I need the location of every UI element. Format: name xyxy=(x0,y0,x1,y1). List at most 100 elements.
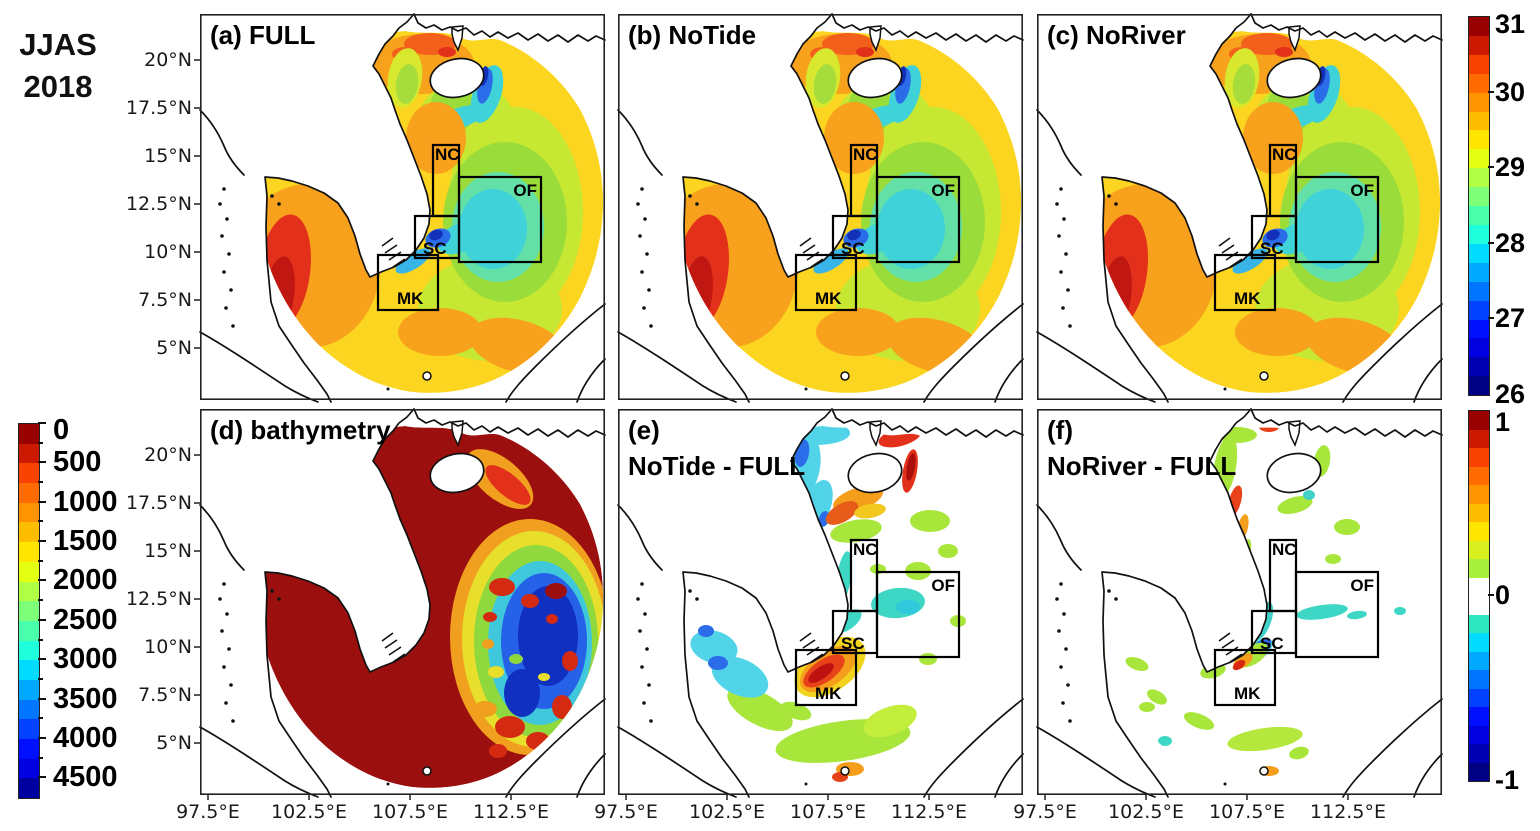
small-island xyxy=(1064,252,1068,256)
region-box-label-OF: OF xyxy=(931,181,955,200)
small-island xyxy=(840,371,850,381)
small-island xyxy=(229,288,233,292)
region-box-label-OF: OF xyxy=(1350,576,1374,595)
panel-border xyxy=(200,409,605,795)
colorbar-segment xyxy=(1469,17,1489,36)
colorbar-bathymetry-tick-label: 4000 xyxy=(53,721,118,754)
small-island xyxy=(1055,202,1059,206)
small-island xyxy=(225,612,229,616)
hainan-island xyxy=(847,57,903,99)
coastline-indochina xyxy=(682,13,849,403)
small-island xyxy=(647,288,651,292)
figure-period-label: JJAS 2018 xyxy=(8,24,108,108)
lon-tick-label: 102.5°E xyxy=(689,801,765,823)
small-island xyxy=(1114,202,1118,206)
colorbar-segment xyxy=(19,719,39,739)
colorbar-segment xyxy=(1469,466,1489,485)
lat-tick-label: 10°N xyxy=(144,636,192,658)
lat-tick-label: 20°N xyxy=(144,49,192,71)
coastline-borneo-2 xyxy=(994,753,1024,798)
small-island xyxy=(645,647,649,651)
colorbar-segment xyxy=(19,581,39,602)
small-island xyxy=(642,306,646,310)
land-indochina xyxy=(1037,409,1267,797)
colorbar-bathymetry-tick-label: 0 xyxy=(53,414,70,446)
region-box-label-MK: MK xyxy=(397,289,424,308)
colorbar-bathymetry-minor-tick xyxy=(38,520,43,523)
region-box-label-SC: SC xyxy=(423,239,447,258)
region-box-MK xyxy=(1213,648,1277,707)
region-box-MK xyxy=(794,648,858,707)
map-svg-d xyxy=(194,408,606,800)
coastline-china xyxy=(1250,408,1443,438)
small-island xyxy=(1059,270,1063,274)
region-box-label-OF: OF xyxy=(513,181,537,200)
lon-tick-label: 107.5°E xyxy=(1209,801,1285,823)
small-island xyxy=(804,782,808,786)
colorbar-segment xyxy=(19,640,39,661)
colorbar-sst-tick xyxy=(1488,317,1494,320)
small-island xyxy=(1114,597,1118,601)
period-year: 2018 xyxy=(23,69,93,104)
colorbar-segment xyxy=(1469,92,1489,112)
period-season: JJAS xyxy=(19,27,97,62)
colorbar-bathymetry-tick-label: 4500 xyxy=(53,761,118,794)
colorbar-sst-tick xyxy=(1488,166,1494,169)
land-indochina xyxy=(200,14,430,402)
colorbar-anomaly xyxy=(1468,410,1490,782)
small-island xyxy=(422,766,432,776)
colorbar-segment xyxy=(1469,262,1489,282)
small-island xyxy=(218,597,222,601)
hainan-island xyxy=(1266,452,1322,494)
colorbar-bathymetry xyxy=(18,423,40,799)
region-box-label-MK: MK xyxy=(815,684,842,703)
colorbar-segment xyxy=(1469,429,1489,448)
colorbar-segment xyxy=(1469,130,1489,150)
colorbar-segment xyxy=(19,778,39,799)
colorbar-segment xyxy=(1469,651,1489,670)
lat-tick-label: 12.5°N xyxy=(125,588,192,610)
panel-title-f-line2: NoRiver - FULL xyxy=(1047,451,1237,481)
coastline-west xyxy=(617,504,663,571)
coastline-sumatra xyxy=(199,331,319,403)
coastline-borneo-2 xyxy=(1413,753,1443,798)
coastline-china xyxy=(413,13,606,43)
colorbar-segment xyxy=(19,483,39,503)
map-panel-a: NC OF SC MK (a) FULL xyxy=(194,13,606,403)
lat-tick-label: 10°N xyxy=(144,241,192,263)
colorbar-segment xyxy=(1469,54,1489,74)
coastline-indochina xyxy=(264,408,431,798)
small-island xyxy=(218,202,222,206)
colorbar-segment xyxy=(19,620,39,641)
small-island xyxy=(1061,701,1065,705)
coastline-sumatra xyxy=(1036,331,1156,403)
map-panel-c: NC OF SC MK (c) NoRiver xyxy=(1036,13,1443,403)
hainan-island xyxy=(847,452,903,494)
map-svg-e: NC OF SC MK xyxy=(617,408,1024,800)
small-island xyxy=(1223,782,1227,786)
small-island xyxy=(643,217,647,221)
hainan-island xyxy=(1266,57,1322,99)
lat-tick-label: 7.5°N xyxy=(138,684,192,706)
lon-tick-label: 97.5°E xyxy=(1013,801,1077,823)
colorbar-segment xyxy=(19,522,39,543)
small-island xyxy=(227,252,231,256)
lon-tick-label: 102.5°E xyxy=(1108,801,1184,823)
small-island xyxy=(636,202,640,206)
colorbar-segment xyxy=(1469,744,1489,763)
land-indochina xyxy=(200,409,430,797)
leizhou-peninsula xyxy=(1288,420,1301,447)
colorbar-segment xyxy=(1469,448,1489,467)
colorbar-segment xyxy=(1469,725,1489,744)
colorbar-segment xyxy=(1469,670,1489,689)
lat-tick-label: 7.5°N xyxy=(138,289,192,311)
region-box-label-SC: SC xyxy=(841,239,865,258)
coastline-indochina xyxy=(264,13,431,403)
colorbar-segment xyxy=(19,502,39,523)
colorbar-segment xyxy=(1469,485,1489,504)
coastline-sumatra xyxy=(617,331,737,403)
small-island xyxy=(643,612,647,616)
colorbar-segment xyxy=(19,739,39,759)
colorbar-bathymetry-tick xyxy=(38,500,46,503)
region-box-label-NC: NC xyxy=(1272,145,1297,164)
